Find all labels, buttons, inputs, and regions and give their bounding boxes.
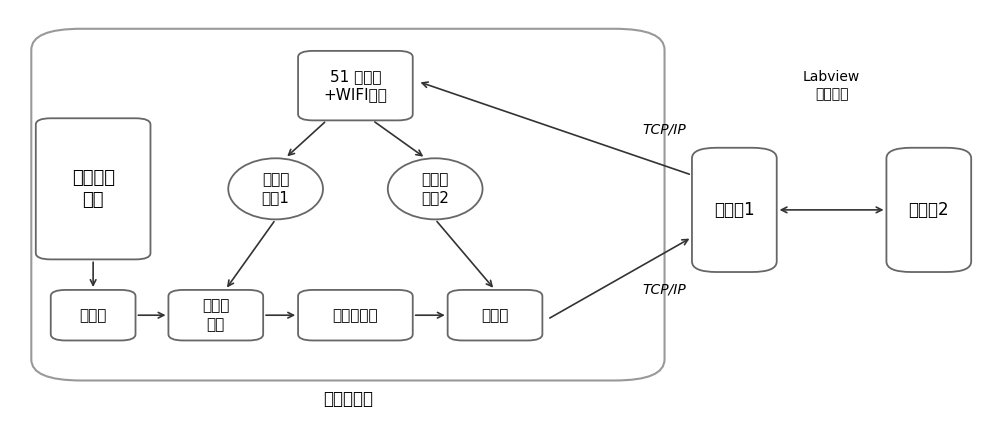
FancyBboxPatch shape: [298, 51, 413, 120]
Text: 恒流适
配器: 恒流适 配器: [202, 298, 229, 332]
Text: 上位机2: 上位机2: [908, 201, 949, 219]
Text: 继电器
开关1: 继电器 开关1: [262, 172, 290, 206]
Text: 下位机构成: 下位机构成: [323, 391, 373, 408]
Ellipse shape: [228, 158, 323, 219]
FancyBboxPatch shape: [692, 148, 777, 272]
FancyBboxPatch shape: [448, 290, 542, 340]
Text: 齿轮测试
平台: 齿轮测试 平台: [72, 169, 115, 209]
Text: 树莓派: 树莓派: [481, 308, 509, 323]
Ellipse shape: [388, 158, 483, 219]
FancyBboxPatch shape: [31, 29, 665, 380]
Text: 传感器: 传感器: [79, 308, 107, 323]
Text: TCP/IP: TCP/IP: [643, 283, 686, 297]
Text: 51 单片机
+WIFI模块: 51 单片机 +WIFI模块: [323, 69, 387, 103]
FancyBboxPatch shape: [298, 290, 413, 340]
Text: 上位机1: 上位机1: [714, 201, 755, 219]
Text: TCP/IP: TCP/IP: [643, 123, 686, 137]
Text: 继电器
开关2: 继电器 开关2: [421, 172, 449, 206]
FancyBboxPatch shape: [886, 148, 971, 272]
Text: Labview
远程面板: Labview 远程面板: [803, 70, 860, 101]
Text: 数据采集卡: 数据采集卡: [333, 308, 378, 323]
FancyBboxPatch shape: [168, 290, 263, 340]
FancyBboxPatch shape: [36, 118, 150, 259]
FancyBboxPatch shape: [51, 290, 136, 340]
